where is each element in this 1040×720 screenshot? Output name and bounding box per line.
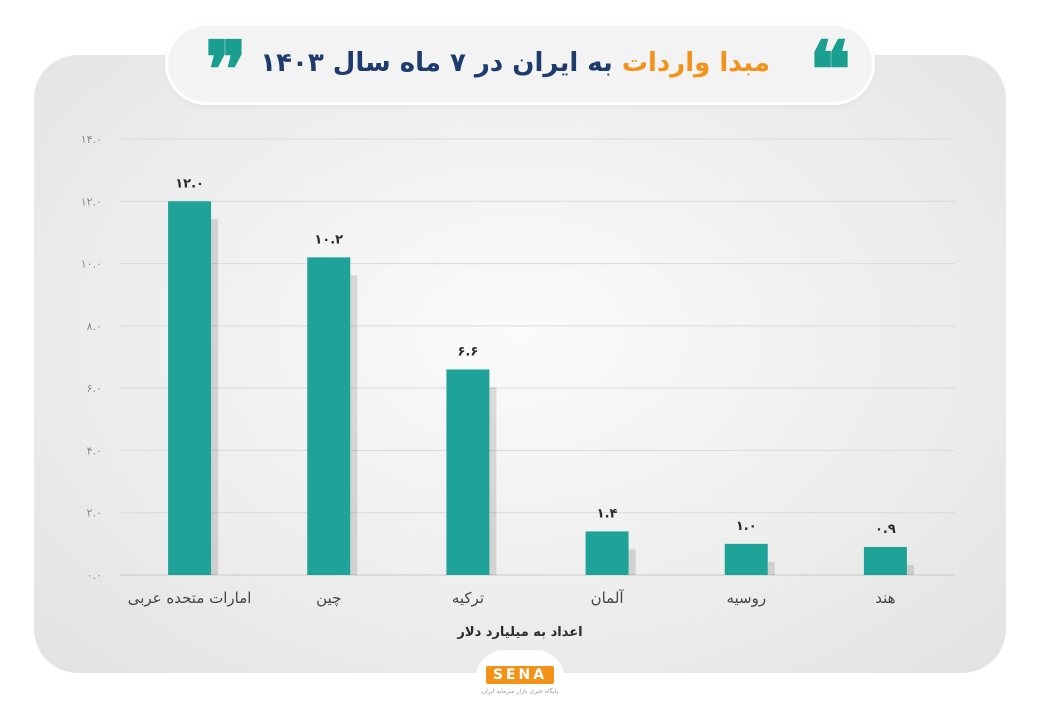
bar-shadow bbox=[489, 387, 497, 575]
bar bbox=[307, 257, 351, 575]
title-accent: مبدا واردات bbox=[621, 48, 770, 78]
y-tick-label: ۱۰.۰ bbox=[81, 258, 102, 271]
y-tick-label: ۱۲.۰ bbox=[81, 195, 102, 208]
y-axis-ticks: ۰.۰ ۲.۰ ۴.۰ ۶.۰ ۸.۰ ۱۰.۰ ۱۲.۰ ۱۴.۰ bbox=[81, 133, 102, 582]
y-tick-label: ۲.۰ bbox=[87, 507, 102, 520]
category-label: ترکیه bbox=[452, 589, 484, 607]
sena-logo-subtitle: پایگاه خبری بازار سرمایه ایران bbox=[481, 688, 559, 695]
y-tick-label: ۰.۰ bbox=[87, 569, 102, 582]
bar-value-label: ۱.۴ bbox=[597, 506, 618, 521]
title-banner bbox=[168, 26, 872, 102]
bar-value-labels: ۱۲.۰ ۱۰.۲ ۶.۶ ۱.۴ ۱.۰ ۰.۹ bbox=[175, 176, 896, 537]
category-label: آلمان bbox=[591, 589, 625, 607]
bar-shadow bbox=[211, 219, 219, 576]
title-rest: به ایران در ۷ ماه سال ۱۴۰۳ bbox=[260, 48, 622, 78]
bar bbox=[724, 543, 768, 575]
bar-value-label: ۶.۶ bbox=[458, 344, 479, 359]
chart-title: مبدا واردات به ایران در ۷ ماه سال ۱۴۰۳ bbox=[260, 38, 770, 88]
bars bbox=[168, 201, 914, 576]
category-label: امارات متحده عربی bbox=[128, 589, 252, 607]
category-label: هند bbox=[875, 589, 895, 607]
bar bbox=[446, 369, 490, 575]
x-axis-title: اعداد به میلیارد دلار bbox=[456, 625, 582, 640]
bar-value-label: ۰.۹ bbox=[875, 522, 896, 537]
bar bbox=[863, 546, 907, 575]
bar-value-label: ۱۰.۲ bbox=[314, 232, 343, 247]
bar-shadow bbox=[350, 275, 358, 575]
bar-value-label: ۱.۰ bbox=[736, 519, 757, 534]
bar-shadow bbox=[767, 561, 775, 575]
bar bbox=[585, 531, 629, 575]
bar-shadow bbox=[628, 549, 636, 575]
bar-shadow bbox=[906, 564, 914, 575]
y-tick-label: ۸.۰ bbox=[87, 320, 102, 333]
bar bbox=[168, 201, 212, 576]
grid-lines bbox=[120, 138, 955, 576]
y-tick-label: ۱۴.۰ bbox=[81, 133, 102, 146]
y-tick-label: ۴.۰ bbox=[87, 444, 102, 457]
bar-value-label: ۱۲.۰ bbox=[175, 176, 204, 191]
category-label: چین bbox=[316, 589, 341, 607]
category-label: روسیه bbox=[726, 589, 766, 607]
x-axis-categories: امارات متحده عربی چین ترکیه آلمان روسیه هند bbox=[128, 589, 896, 607]
y-tick-label: ۶.۰ bbox=[87, 382, 102, 395]
sena-logo-text: SENA bbox=[486, 666, 554, 684]
